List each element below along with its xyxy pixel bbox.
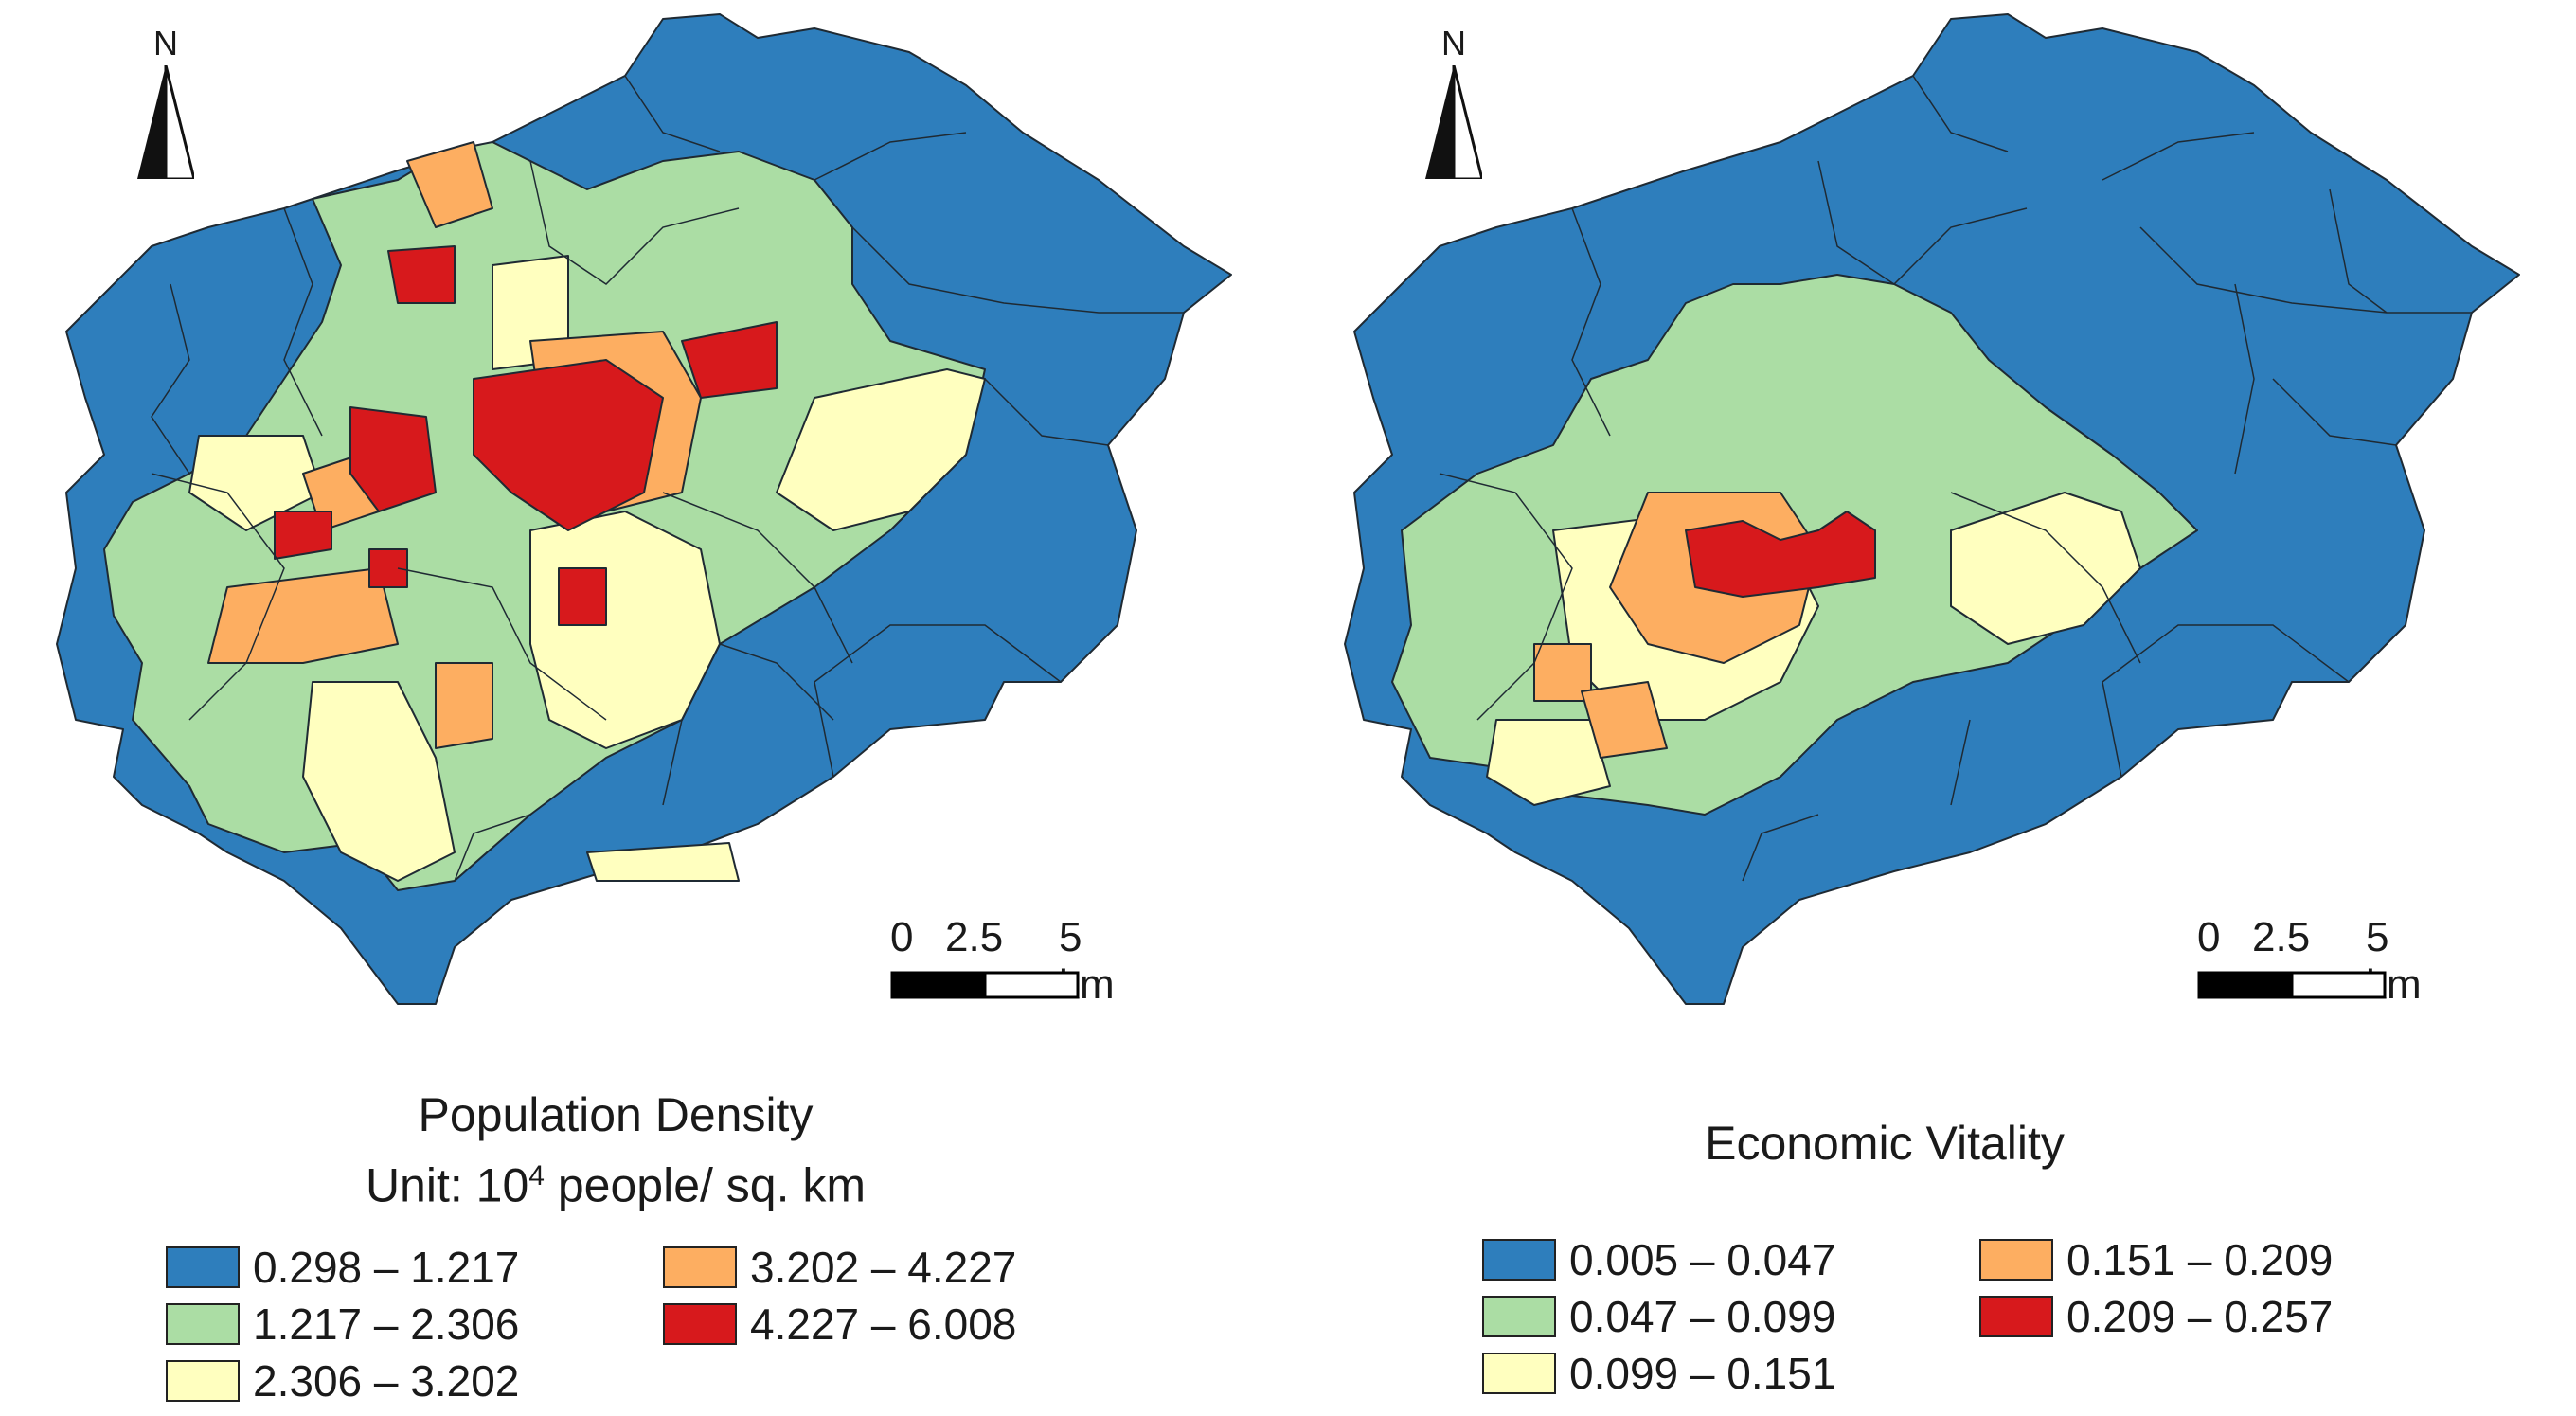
legend-subtitle: Unit: 104 people/ sq. km: [365, 1158, 867, 1212]
map-yellow-south: [302, 681, 456, 882]
legend-title: Population Density: [418, 1088, 814, 1141]
legend-item-class2: 0.047 – 0.099: [1482, 1290, 1835, 1343]
district-boundaries: [1439, 75, 2472, 882]
north-arrow: N: [128, 24, 204, 179]
legend-item-class3: 2.306 – 3.202: [166, 1354, 519, 1407]
legend-swatch: [1979, 1296, 2053, 1337]
north-label: N: [153, 24, 178, 63]
legend-label: 1.217 – 2.306: [253, 1299, 520, 1349]
legend-label: 0.298 – 1.217: [253, 1243, 520, 1292]
legend-swatch: [166, 1246, 240, 1288]
legend-label: 0.047 – 0.099: [1569, 1292, 1836, 1341]
map-orange-south: [435, 662, 493, 749]
map-red-center: [473, 359, 664, 531]
population-density-map: [56, 13, 1232, 1005]
scale-bar: 0 2.5 5 km: [890, 914, 1136, 1018]
map-red-south: [558, 567, 607, 626]
north-arrow: N: [1416, 24, 1492, 179]
economic-vitality-panel: N 0 2.5 5 km Economic Vitality 0.005 – 0…: [1288, 0, 2576, 1416]
scale-bar: 0 2.5 5 km: [2197, 914, 2443, 1018]
legend-label: 2.306 – 3.202: [253, 1356, 520, 1406]
legend-swatch: [1979, 1239, 2053, 1281]
legend-item-class4: 0.151 – 0.209: [1979, 1233, 2333, 1286]
legend-swatch: [1482, 1296, 1556, 1337]
legend-label: 0.151 – 0.209: [2066, 1235, 2334, 1284]
legend-swatch: [663, 1303, 737, 1345]
district-boundaries: [151, 75, 1184, 882]
map-orange-south: [1581, 681, 1668, 759]
scale-tick-0: 0: [890, 914, 914, 960]
legend-swatch: [166, 1303, 240, 1345]
legend-label: 0.209 – 0.257: [2066, 1292, 2334, 1341]
north-arrow-icon: [1425, 65, 1482, 179]
map-red-sw: [274, 511, 332, 560]
legend-swatch: [663, 1246, 737, 1288]
map-red-west: [349, 406, 437, 512]
legend-item-class5: 0.209 – 0.257: [1979, 1290, 2333, 1343]
legend-item-class1: 0.005 – 0.047: [1482, 1233, 1835, 1286]
scale-tick-0: 0: [2197, 914, 2221, 960]
legend-swatch: [1482, 1239, 1556, 1281]
legend-item-class1: 0.298 – 1.217: [166, 1241, 519, 1294]
legend-item-class4: 3.202 – 4.227: [663, 1241, 1016, 1294]
legend-label: 4.227 – 6.008: [750, 1299, 1017, 1349]
scale-bar-graphic: [890, 971, 1080, 999]
legend-swatch: [1482, 1353, 1556, 1394]
economic-vitality-map: [1344, 13, 2520, 1005]
map-red-north: [387, 245, 456, 304]
map-red-center: [1685, 511, 1876, 598]
map-orange-north: [406, 141, 493, 228]
map-yellow-lake: [586, 842, 740, 882]
map-yellow-east: [1950, 492, 2141, 645]
legend-item-class3: 0.099 – 0.151: [1482, 1347, 1835, 1400]
legend-item-class5: 4.227 – 6.008: [663, 1298, 1016, 1351]
map-red-east: [681, 321, 778, 399]
north-arrow-icon: [137, 65, 194, 179]
scale-tick-mid: 2.5: [2252, 914, 2311, 960]
map-yellow-south: [1486, 719, 1611, 806]
legend-swatch: [166, 1360, 240, 1402]
scale-bar-graphic: [2197, 971, 2387, 999]
map-red-small: [368, 548, 408, 588]
population-density-panel: N 0 2.5 5 km Population Density Unit: 10…: [56, 13, 1232, 1407]
legend-item-class2: 1.217 – 2.306: [166, 1298, 519, 1351]
north-label: N: [1441, 24, 1466, 63]
legend-label: 3.202 – 4.227: [750, 1243, 1017, 1292]
legend-title: Economic Vitality: [1705, 1117, 2065, 1170]
scale-tick-mid: 2.5: [945, 914, 1004, 960]
map-yellow-east: [776, 368, 986, 531]
legend-label: 0.099 – 0.151: [1569, 1349, 1836, 1398]
legend-label: 0.005 – 0.047: [1569, 1235, 1836, 1284]
